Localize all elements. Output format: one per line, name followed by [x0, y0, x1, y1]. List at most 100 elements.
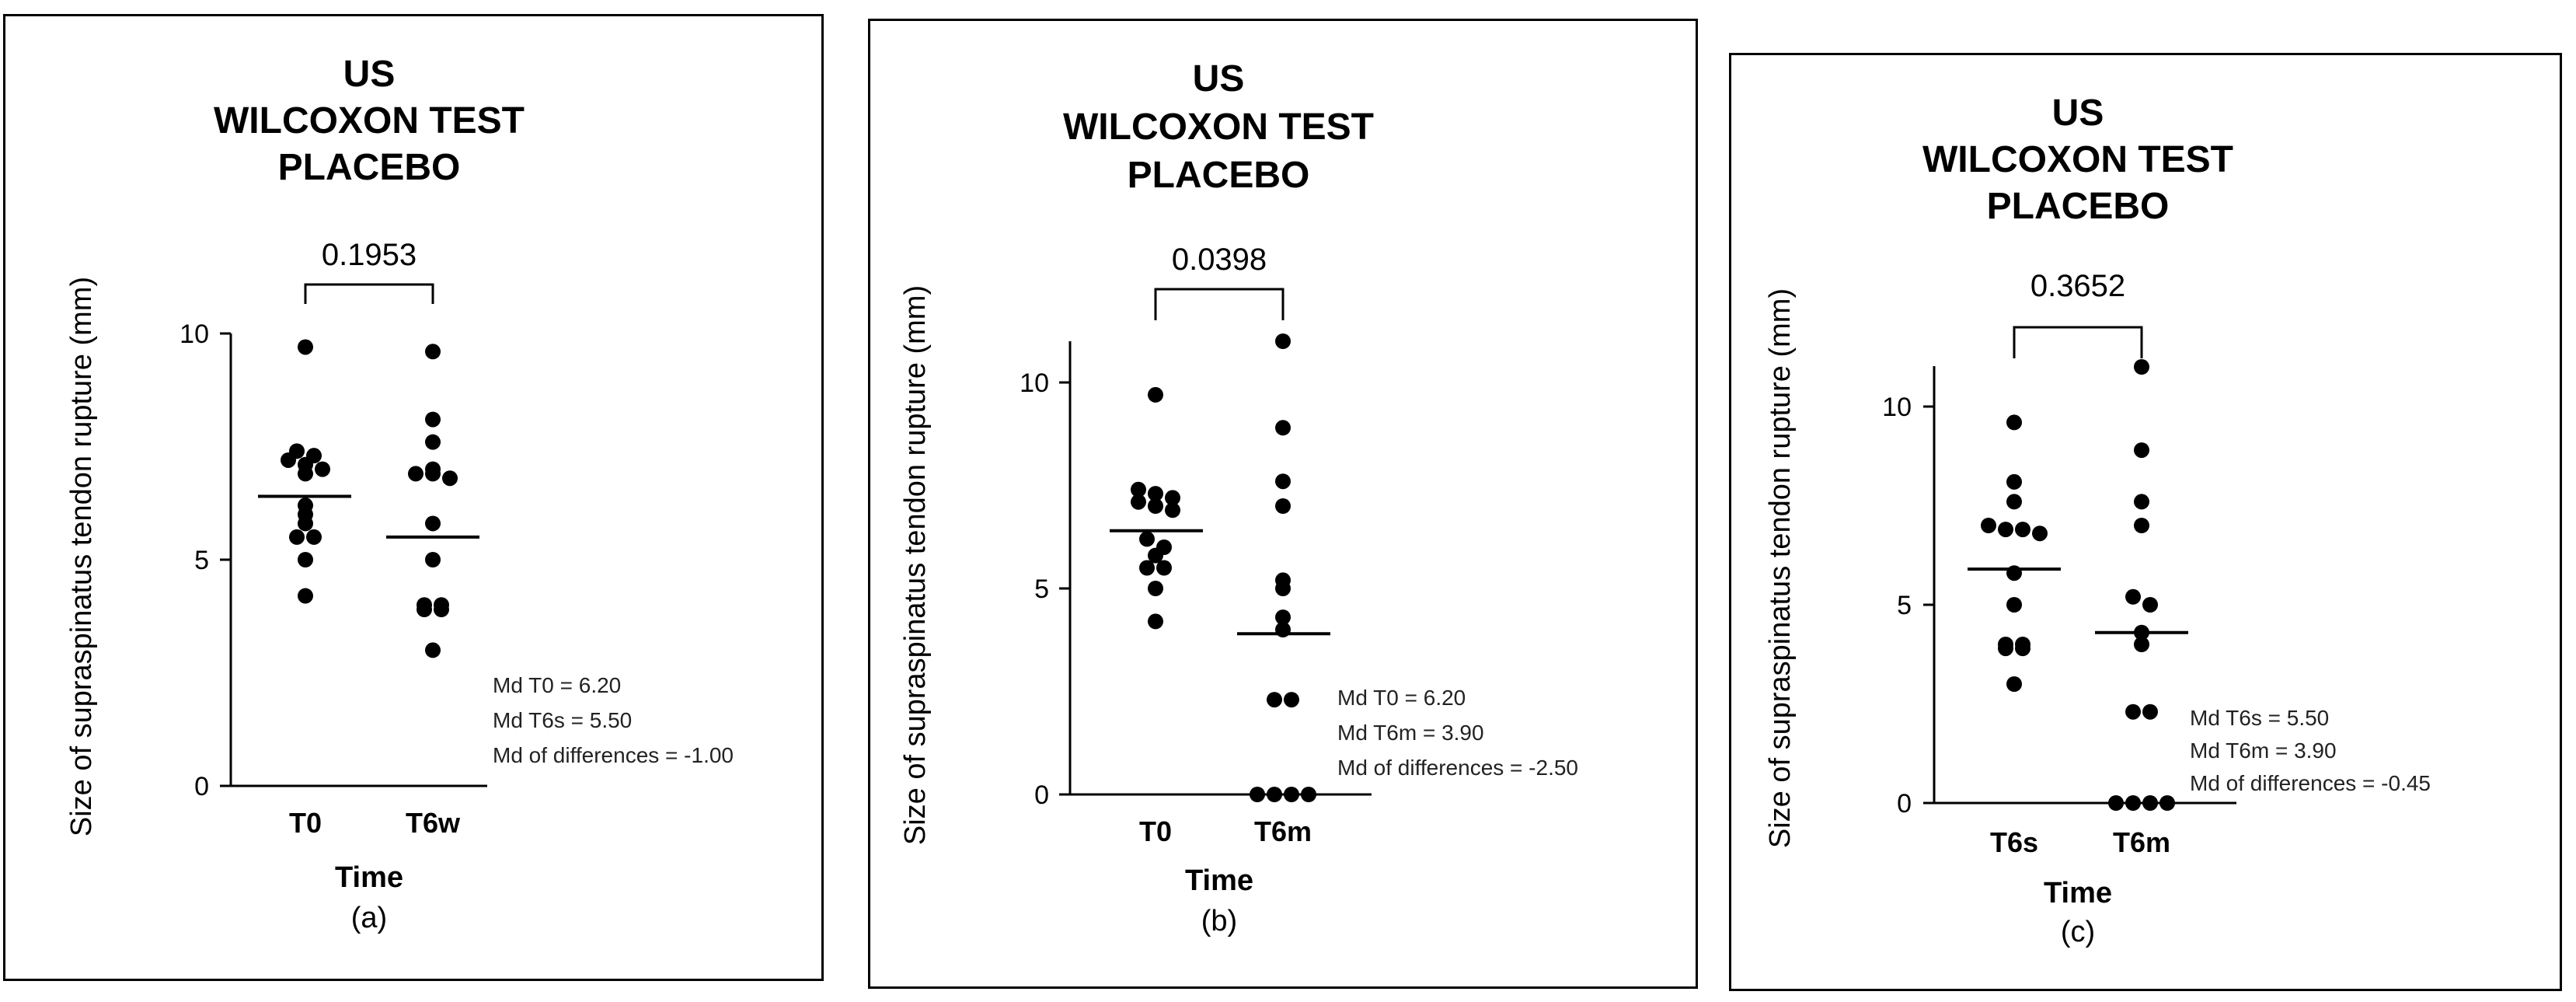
data-point-t0-0 — [1148, 386, 1163, 403]
data-point-t0-9 — [1148, 547, 1163, 564]
chart-svg-c: US WILCOXON TEST PLACEBO 0.3652 0 5 10 T… — [1764, 93, 2431, 948]
title-line-2: WILCOXON TEST — [1922, 139, 2233, 180]
title: US WILCOXON TEST PLACEBO — [214, 54, 525, 188]
data-point-t6m-13 — [1301, 787, 1316, 802]
title-line-2: WILCOXON TEST — [214, 100, 525, 141]
annotation-line-3: Md of differences = -1.00 — [493, 743, 734, 767]
data-point-t0-3 — [281, 452, 296, 468]
title-line-3: PLACEBO — [278, 147, 461, 188]
title: US WILCOXON TEST PLACEBO — [1063, 58, 1374, 196]
y-tick-label-5: 5 — [1034, 574, 1049, 604]
annotation-line-1: Md T0 = 6.20 — [493, 673, 621, 697]
annotation-line-2: Md T6m = 3.90 — [1337, 721, 1484, 745]
data-point-t6m-3 — [1275, 498, 1291, 514]
subfigure-label: (c) — [2061, 916, 2095, 948]
x-category-label-1: T0 — [289, 807, 322, 839]
data-point-t0-13 — [1148, 613, 1163, 630]
data-point-t0-7 — [1139, 531, 1155, 547]
data-point-t6s-3 — [1981, 518, 1996, 533]
x-category-label-2: T6w — [406, 807, 461, 839]
y-tick-label-5: 5 — [1897, 591, 1912, 620]
y-tick-label-10: 10 — [1020, 368, 1049, 398]
data-point-t6m-8 — [1267, 692, 1282, 708]
data-point-t6s-13 — [2006, 676, 2022, 692]
chart-panel-a: US WILCOXON TEST PLACEBO 0.1953 0 5 10 T… — [3, 14, 824, 981]
p-value-label: 0.1953 — [322, 238, 417, 272]
data-point-t6m-9 — [2142, 703, 2158, 720]
x-category-label-2: T6m — [1254, 815, 1312, 847]
data-point-t0-12 — [298, 552, 313, 567]
y-axis-label: Size of supraspinatus tendon rupture (mm… — [899, 285, 932, 845]
annotation-line-1: Md T6s = 5.50 — [2190, 706, 2329, 730]
chart-panel-c: US WILCOXON TEST PLACEBO 0.3652 0 5 10 T… — [1729, 53, 2562, 991]
data-point-t0-11 — [306, 529, 322, 545]
x-axis-label: Time — [335, 861, 403, 894]
data-point-t6m-4 — [2125, 588, 2141, 605]
x-category-label-1: T6s — [1990, 826, 2038, 858]
x-category-label-1: T0 — [1139, 815, 1172, 847]
subfigure-label: (b) — [1201, 905, 1237, 937]
chart-svg-b: US WILCOXON TEST PLACEBO 0.0398 0 5 10 T… — [899, 58, 1578, 937]
annotation-line-3: Md of differences = -0.45 — [2190, 771, 2431, 795]
data-point-t6w-0 — [425, 344, 441, 360]
data-point-t0-1 — [1131, 481, 1146, 498]
data-point-t6m-2 — [2134, 494, 2149, 510]
data-point-t6s-12 — [2015, 641, 2030, 657]
data-point-t6s-1 — [2006, 473, 2022, 490]
data-point-t6w-12 — [434, 602, 449, 618]
data-point-t6m-11 — [1267, 787, 1282, 802]
annotation-line-2: Md T6m = 3.90 — [2190, 738, 2337, 763]
y-tick-label-0: 0 — [1897, 789, 1912, 819]
data-point-t0-5 — [315, 461, 330, 477]
annotation-line-3: Md of differences = -2.50 — [1337, 756, 1578, 780]
p-value-label: 0.0398 — [1172, 243, 1267, 277]
data-point-t6m-13 — [2159, 795, 2175, 811]
data-point-t6m-2 — [1275, 473, 1291, 490]
data-point-t0-10 — [289, 529, 305, 545]
significance-bracket — [1154, 288, 1285, 320]
data-point-t0-3 — [1165, 490, 1180, 506]
chart-panel-b: US WILCOXON TEST PLACEBO 0.0398 0 5 10 T… — [868, 19, 1698, 989]
data-point-t6m-10 — [1250, 787, 1265, 802]
data-point-t6m-11 — [2125, 795, 2141, 811]
points-series-1 — [281, 339, 330, 604]
data-point-t0-12 — [1148, 581, 1163, 596]
points-series-2 — [2108, 359, 2175, 811]
subfigure-label: (a) — [351, 902, 387, 934]
data-point-t6m-12 — [1284, 787, 1299, 802]
points-series-2 — [1250, 333, 1316, 802]
annotation-line-2: Md T6s = 5.50 — [493, 708, 632, 732]
data-point-t6w-4 — [408, 466, 424, 482]
data-point-t6w-11 — [417, 602, 432, 618]
data-point-t0-13 — [298, 588, 313, 604]
data-point-t6m-8 — [2125, 703, 2141, 720]
data-point-t6w-5 — [425, 466, 441, 482]
y-tick-label-0: 0 — [1034, 780, 1049, 810]
data-point-t6s-8 — [2006, 597, 2022, 613]
data-point-t0-0 — [298, 339, 313, 355]
title-line-1: US — [2052, 93, 2104, 134]
points-series-1 — [1981, 414, 2048, 692]
data-point-t6s-6 — [2032, 525, 2048, 542]
y-tick-label-0: 0 — [194, 772, 209, 801]
y-axis-label: Size of supraspinatus tendon rupture (mm… — [1764, 288, 1797, 848]
data-point-t0-6 — [298, 466, 313, 482]
title: US WILCOXON TEST PLACEBO — [1922, 93, 2233, 227]
x-axis-label: Time — [1185, 864, 1253, 897]
data-point-t6w-13 — [425, 642, 441, 658]
data-point-t6m-5 — [1275, 581, 1291, 596]
data-point-t6w-1 — [425, 411, 441, 428]
title-line-3: PLACEBO — [1987, 186, 2170, 227]
x-axis-label: Time — [2044, 877, 2112, 909]
data-point-t0-5 — [1148, 498, 1163, 514]
data-point-t6m-5 — [2142, 597, 2158, 613]
title-line-2: WILCOXON TEST — [1063, 106, 1374, 148]
data-point-t6s-4 — [1998, 522, 2013, 538]
title-line-1: US — [343, 54, 396, 95]
data-point-t6s-2 — [2006, 494, 2022, 510]
points-series-2 — [408, 344, 458, 658]
data-point-t6m-10 — [2108, 795, 2124, 811]
data-point-t0-2 — [1148, 486, 1163, 502]
y-tick-label-10: 10 — [1882, 393, 1912, 422]
data-point-t6m-6 — [1275, 609, 1291, 626]
